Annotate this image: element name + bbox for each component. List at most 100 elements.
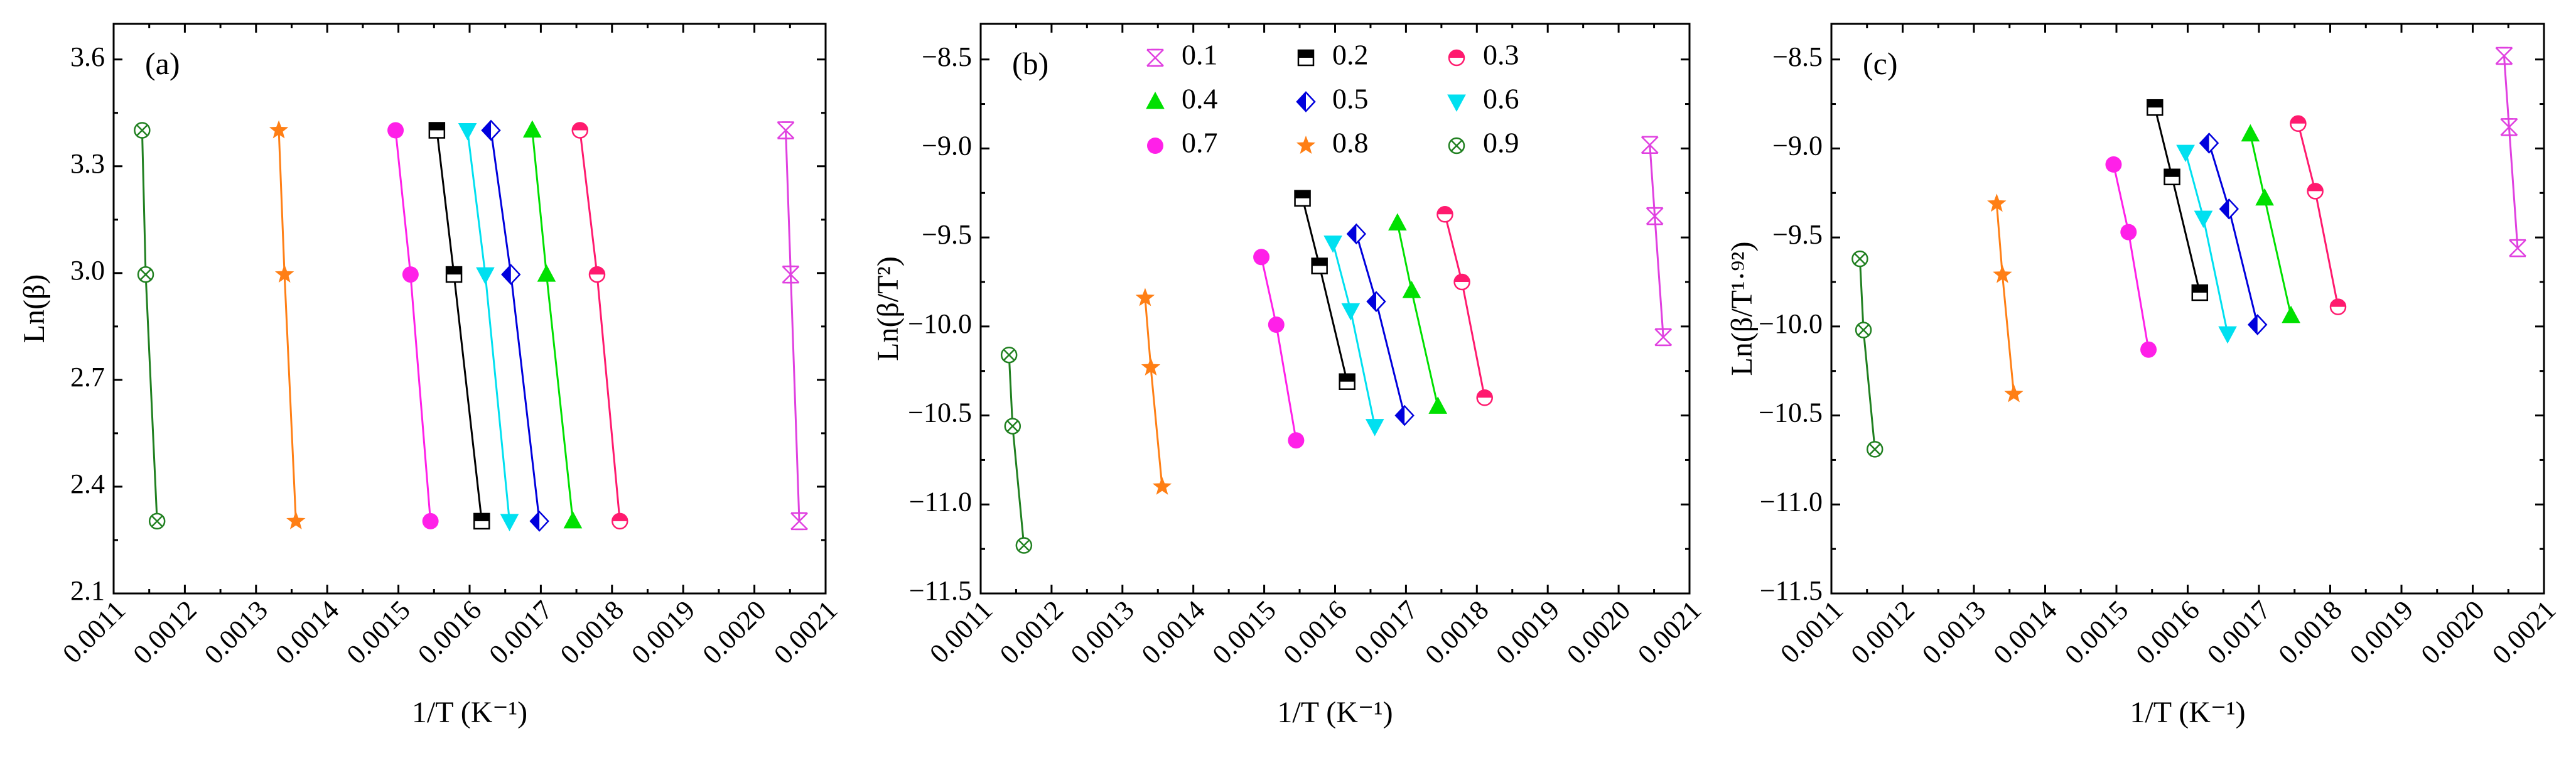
x-tick-label: 0.0015 — [2059, 595, 2134, 670]
series-line — [1995, 203, 2015, 394]
data-point — [1428, 396, 1448, 414]
x-tick-label: 0.0021 — [1632, 595, 1707, 670]
data-point — [1152, 476, 1172, 495]
data-point — [1135, 288, 1155, 306]
series-0-4 — [1388, 213, 1448, 414]
y-tick-label: −9.0 — [922, 131, 972, 161]
x-tick-label: 0.0013 — [1065, 595, 1140, 670]
series-0-9 — [134, 122, 166, 530]
data-point — [1141, 357, 1161, 376]
data-point — [286, 511, 306, 529]
series-line — [2503, 55, 2519, 249]
data-point — [473, 512, 490, 530]
data-point — [476, 267, 495, 285]
data-point — [537, 264, 556, 282]
legend-marker — [1297, 49, 1315, 67]
data-point — [387, 122, 404, 139]
x-tick-label: 0.0020 — [1561, 595, 1636, 670]
data-point — [1346, 223, 1367, 245]
series-0-7 — [1253, 249, 1305, 449]
y-tick-label: 3.0 — [70, 255, 105, 286]
y-tick-label: −10.5 — [908, 398, 972, 428]
x-tick-label: 0.0012 — [1845, 595, 1921, 670]
x-tick-label: 0.0015 — [341, 595, 416, 670]
x-tick-label: 0.0021 — [768, 595, 843, 670]
series-0-9 — [1851, 250, 1883, 458]
y-tick-label: −10.0 — [1759, 308, 1823, 339]
y-tick-label: −9.0 — [1772, 131, 1823, 161]
legend-marker — [1296, 91, 1316, 112]
y-tick-label: 2.4 — [70, 468, 105, 499]
series-line — [1444, 214, 1486, 398]
data-point — [137, 266, 154, 283]
x-tick-label: 0.0018 — [1419, 595, 1494, 670]
x-tick-label: 0.0017 — [483, 595, 558, 670]
x-tick-label: 0.0017 — [2201, 595, 2277, 670]
data-point — [2219, 198, 2239, 220]
y-tick-label: −10.0 — [908, 308, 972, 339]
chart-panel-3: 0.00110.00120.00130.00140.00150.00160.00… — [1725, 23, 2562, 729]
series-0-1 — [777, 121, 808, 531]
data-point — [2218, 326, 2237, 344]
x-tick-label: 0.0012 — [994, 595, 1069, 670]
data-point — [2164, 168, 2180, 186]
series-0-4 — [2241, 124, 2300, 323]
data-point — [2105, 156, 2122, 173]
x-tick-label: 0.0020 — [2415, 595, 2491, 670]
legend-label: 0.8 — [1332, 127, 1369, 159]
series-0-3 — [2290, 115, 2347, 315]
legend-item: 0.3 — [1448, 39, 1519, 71]
series-line — [2249, 134, 2292, 317]
legend-marker — [1447, 94, 1466, 112]
data-point — [1311, 257, 1328, 274]
data-point — [2194, 210, 2213, 229]
data-point — [402, 266, 419, 283]
x-tick-label: 0.0019 — [625, 595, 701, 670]
y-tick-label: −9.5 — [1772, 219, 1823, 250]
data-point — [500, 514, 519, 531]
series-0-6 — [2176, 144, 2237, 344]
data-point — [777, 121, 795, 139]
data-point — [1476, 389, 1493, 406]
y-tick-label: 3.3 — [70, 148, 105, 179]
series-0-3 — [571, 122, 628, 530]
series-0-8 — [269, 120, 306, 529]
y-tick-label: 2.7 — [70, 362, 105, 393]
x-tick-label: 0.0013 — [1916, 595, 1991, 670]
series-0-1 — [1641, 136, 1673, 347]
x-tick-label: 0.0018 — [2273, 595, 2348, 670]
data-point — [1394, 404, 1415, 426]
legend-marker — [1146, 91, 1165, 109]
data-point — [148, 512, 166, 530]
series-0-8 — [1135, 288, 1172, 495]
data-point — [134, 122, 151, 139]
data-point — [1402, 281, 1421, 298]
legend-marker — [1448, 137, 1465, 154]
x-tick-label: 0.0019 — [1490, 595, 1565, 670]
data-point — [522, 120, 542, 138]
y-tick-label: −8.5 — [922, 41, 972, 72]
y-tick-label: −9.5 — [922, 219, 972, 250]
data-point — [790, 512, 808, 531]
series-line — [1858, 259, 1876, 450]
data-point — [2120, 224, 2137, 241]
data-point — [571, 122, 589, 139]
series-0-9 — [1000, 346, 1033, 554]
x-tick-label: 0.0018 — [554, 595, 630, 670]
data-point — [1993, 264, 2012, 283]
data-point — [1004, 418, 1021, 435]
data-point — [1365, 419, 1384, 436]
data-point — [274, 264, 294, 283]
y-tick-label: −10.5 — [1759, 398, 1823, 428]
data-point — [422, 512, 439, 529]
plot-frame — [1830, 23, 2545, 595]
data-point — [458, 122, 477, 141]
data-point — [563, 511, 583, 529]
legend-item: 0.9 — [1448, 127, 1519, 159]
data-point — [2140, 341, 2157, 358]
series-0-8 — [1987, 193, 2024, 403]
y-tick-label: −11.0 — [909, 486, 972, 517]
series-line — [1301, 198, 1349, 382]
data-point — [1339, 373, 1355, 390]
